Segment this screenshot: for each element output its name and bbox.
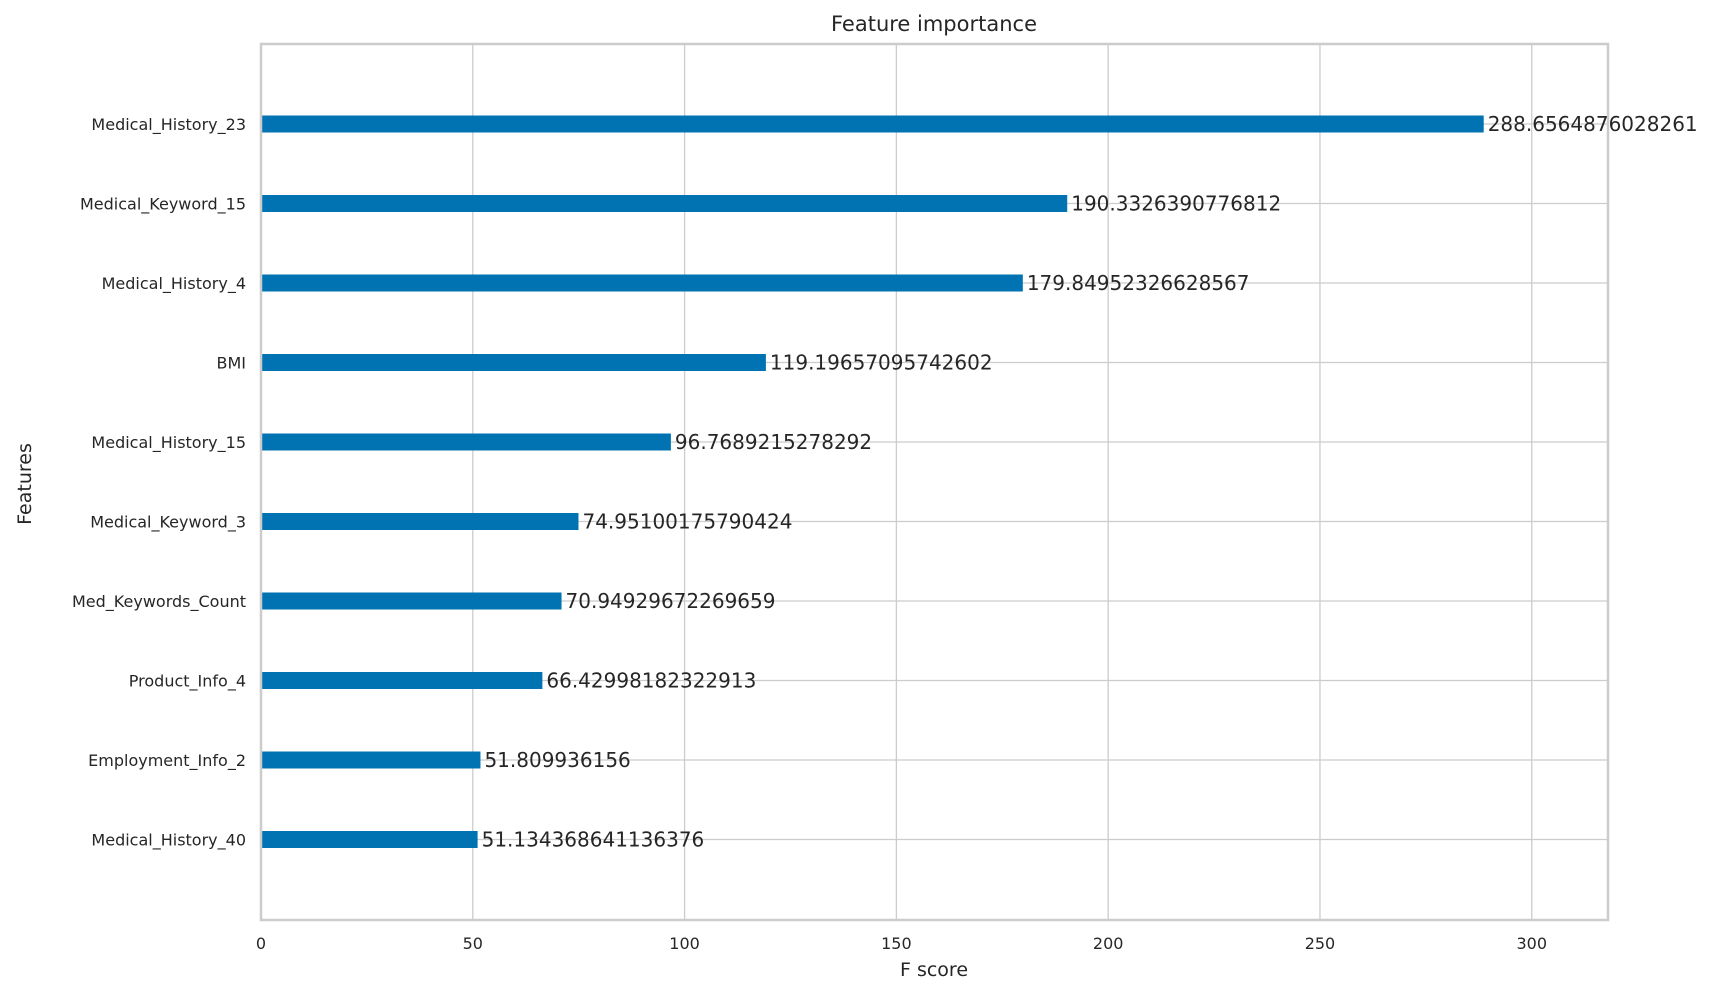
grid-lines — [260, 44, 1608, 920]
data-label: 288.6564876028261 — [1488, 112, 1698, 136]
y-tick-label: Medical_History_15 — [91, 433, 246, 453]
y-tick-label: Product_Info_4 — [129, 672, 246, 692]
y-tick-label: Employment_Info_2 — [88, 751, 246, 771]
x-tick-label: 50 — [463, 934, 483, 953]
bar — [261, 672, 543, 689]
bar — [261, 354, 766, 371]
bar — [261, 751, 481, 769]
data-label: 70.94929672269659 — [566, 589, 776, 613]
data-label: 119.19657095742602 — [770, 351, 993, 375]
y-tick-label: BMI — [217, 354, 247, 373]
x-tick-label: 200 — [1093, 934, 1124, 953]
x-tick-label: 150 — [881, 934, 912, 953]
x-tick-label: 250 — [1305, 934, 1336, 953]
bar — [261, 433, 671, 451]
labels: 0 50 100 150 200 250 300 Medical_History_23 288.… — [72, 112, 1698, 953]
bar — [261, 513, 579, 530]
data-label: 190.3326390776812 — [1071, 192, 1281, 216]
y-axis-label: Features — [14, 443, 36, 525]
bar — [261, 592, 562, 610]
y-tick-label: Med_Keywords_Count — [72, 592, 246, 612]
bar — [261, 274, 1023, 292]
data-label: 51.809936156 — [484, 748, 630, 772]
plot-frame — [259, 42, 1610, 922]
data-label: 179.84952326628567 — [1027, 271, 1250, 295]
y-tick-label: Medical_History_23 — [91, 115, 246, 135]
chart-title: Feature importance — [831, 12, 1037, 36]
bars — [261, 115, 1484, 848]
data-label: 66.42998182322913 — [546, 669, 756, 693]
y-tick-label: Medical_Keyword_3 — [90, 513, 246, 533]
bar — [261, 195, 1068, 212]
x-tick-label: 0 — [256, 934, 266, 953]
y-tick-label: Medical_History_4 — [102, 274, 246, 294]
data-label: 96.7689215278292 — [675, 430, 872, 454]
x-tick-label: 300 — [1516, 934, 1547, 953]
y-tick-label: Medical_History_40 — [91, 831, 246, 851]
data-label: 51.134368641136376 — [482, 828, 705, 852]
bar — [261, 831, 478, 848]
x-axis-label: F score — [900, 959, 968, 981]
data-label: 74.95100175790424 — [582, 510, 792, 534]
y-tick-label: Medical_Keyword_15 — [80, 195, 246, 215]
x-tick-label: 100 — [669, 934, 700, 953]
bar — [261, 115, 1484, 133]
